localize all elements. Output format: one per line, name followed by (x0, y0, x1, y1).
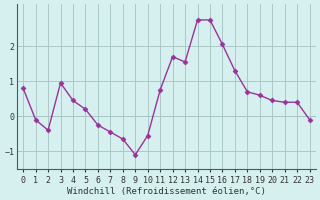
X-axis label: Windchill (Refroidissement éolien,°C): Windchill (Refroidissement éolien,°C) (67, 187, 266, 196)
